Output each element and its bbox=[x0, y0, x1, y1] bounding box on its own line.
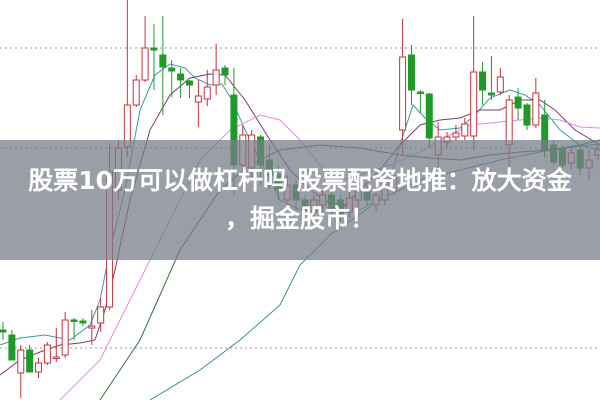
candle-up bbox=[470, 71, 478, 137]
candle-down bbox=[523, 104, 531, 126]
candle-up bbox=[461, 123, 469, 137]
candle-down bbox=[150, 47, 158, 51]
candle-down bbox=[26, 349, 34, 373]
candle-up bbox=[52, 356, 60, 359]
candle-down bbox=[221, 67, 229, 76]
candle-down bbox=[79, 320, 87, 324]
candle-down bbox=[185, 80, 193, 86]
candle-down bbox=[8, 334, 16, 361]
candle-up bbox=[532, 92, 540, 126]
candle-down bbox=[416, 91, 424, 94]
title-line-1: 股票10万可以做杠杆吗 股票配资地推：放大资金 bbox=[28, 166, 572, 195]
candle-up bbox=[194, 95, 202, 103]
candle-down bbox=[168, 67, 176, 72]
candle-up bbox=[17, 349, 25, 374]
candle-down bbox=[177, 73, 185, 81]
candle-down bbox=[425, 93, 433, 139]
candle-up bbox=[496, 76, 504, 93]
candle-up bbox=[35, 362, 43, 373]
candle-up bbox=[212, 69, 220, 86]
candle-down bbox=[479, 71, 487, 91]
candle-down bbox=[159, 54, 167, 68]
candle-up bbox=[141, 47, 149, 81]
candle-up bbox=[43, 344, 51, 364]
candle-up bbox=[203, 86, 211, 100]
candle-up bbox=[452, 132, 460, 138]
candle-down bbox=[70, 319, 78, 322]
candle-up bbox=[61, 319, 69, 356]
candle-down bbox=[487, 92, 495, 96]
candle-up bbox=[97, 306, 105, 324]
candle-down bbox=[0, 329, 7, 333]
title-banner: 股票10万可以做杠杆吗 股票配资地推：放大资金 ，掘金股市！ bbox=[0, 140, 600, 260]
candle-down bbox=[408, 54, 416, 91]
candle-up bbox=[132, 79, 140, 106]
candle-up bbox=[399, 56, 407, 131]
title-line-2: ，掘金股市！ bbox=[224, 204, 375, 233]
candle-up bbox=[505, 99, 513, 146]
candle-up bbox=[88, 325, 96, 329]
candle-down bbox=[514, 96, 522, 109]
